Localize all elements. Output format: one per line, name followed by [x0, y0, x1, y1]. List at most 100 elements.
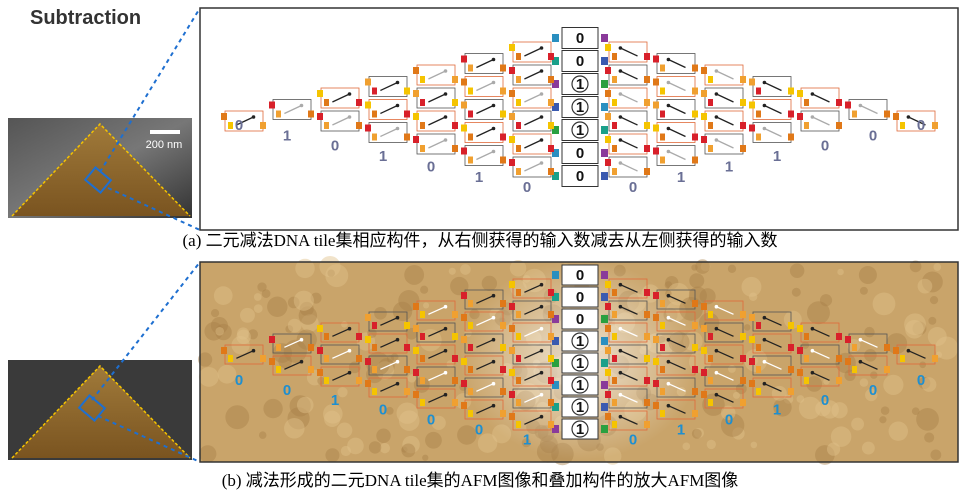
arrow-head	[619, 349, 623, 353]
sticky-end	[612, 333, 617, 340]
center-digit: 1	[576, 355, 584, 372]
sticky-end	[605, 90, 611, 97]
speckle	[347, 438, 364, 455]
sticky-end	[420, 122, 425, 129]
speckle	[254, 293, 262, 301]
speckle	[733, 392, 740, 399]
sticky-end	[308, 111, 314, 118]
speckle	[404, 265, 424, 285]
arrow-head	[619, 115, 623, 119]
sticky-end	[276, 111, 281, 118]
arrow-head	[492, 404, 496, 408]
arrow-head	[492, 338, 496, 342]
sticky-end	[660, 111, 665, 118]
sticky-end	[644, 333, 650, 340]
sticky-end	[413, 303, 419, 310]
sticky-end	[509, 159, 515, 166]
speckle	[288, 319, 302, 333]
sticky-end	[365, 358, 371, 365]
sticky-end	[797, 90, 803, 97]
arrow-head	[811, 371, 815, 375]
sticky-end	[509, 413, 515, 420]
sticky-end	[740, 377, 746, 384]
speckle	[728, 265, 736, 273]
sticky-end	[269, 336, 275, 343]
sticky-end	[413, 325, 419, 332]
sticky-end	[461, 125, 467, 132]
sticky-end	[601, 315, 608, 323]
sticky-end	[601, 103, 608, 111]
sticky-end	[548, 355, 554, 362]
sticky-end	[708, 311, 713, 318]
arrow-head	[811, 115, 815, 119]
sticky-end	[660, 300, 665, 307]
arrow-head	[619, 393, 623, 397]
sticky-end	[612, 355, 617, 362]
sticky-end	[708, 76, 713, 83]
left-digit: 0	[235, 117, 243, 134]
sticky-end	[644, 377, 650, 384]
speckle	[864, 327, 874, 337]
sticky-end	[612, 421, 617, 428]
left-digit: 0	[379, 402, 387, 419]
right-digit: 0	[821, 392, 829, 409]
sticky-end	[612, 289, 617, 296]
sticky-end	[601, 293, 608, 301]
speckle	[837, 269, 844, 276]
arrow-head	[396, 316, 400, 320]
sticky-end	[509, 281, 515, 288]
arrow-head	[763, 360, 767, 364]
sticky-end	[548, 145, 554, 152]
sticky-end	[548, 99, 554, 106]
sticky-end	[701, 90, 707, 97]
sticky-end	[644, 289, 650, 296]
sticky-end	[708, 145, 713, 152]
sticky-end	[420, 355, 425, 362]
right-digit: 1	[677, 169, 685, 186]
sticky-end	[612, 311, 617, 318]
arrow-head	[540, 327, 544, 331]
arrow-head	[715, 138, 719, 142]
sticky-end	[372, 388, 377, 395]
speckle	[741, 277, 761, 297]
sticky-end	[804, 99, 809, 106]
sticky-end	[461, 56, 467, 63]
speckle	[254, 304, 263, 313]
arrow-head	[444, 92, 448, 96]
speckle	[214, 286, 233, 305]
sticky-end	[420, 377, 425, 384]
sticky-end	[749, 79, 755, 86]
sticky-end	[468, 366, 473, 373]
sticky-end	[612, 99, 617, 106]
sticky-end	[788, 134, 794, 141]
sticky-end	[356, 355, 362, 362]
speckle	[341, 321, 348, 328]
sticky-end	[516, 145, 521, 152]
center-digit: 0	[576, 53, 584, 70]
right-digit: 1	[725, 158, 733, 175]
speckle	[928, 317, 936, 325]
sticky-end	[836, 333, 842, 340]
arrow-head	[619, 327, 623, 331]
sticky-end	[420, 145, 425, 152]
sticky-end	[653, 402, 659, 409]
sticky-end	[317, 113, 323, 120]
left-digit: 1	[283, 127, 291, 144]
speckle	[420, 286, 428, 294]
sticky-end	[660, 65, 665, 72]
speckle	[707, 440, 716, 449]
sticky-end	[548, 122, 554, 129]
arrow-head	[540, 415, 544, 419]
sticky-end	[452, 145, 458, 152]
sticky-end	[601, 126, 608, 134]
speckle	[225, 405, 249, 429]
speckle	[831, 426, 852, 447]
arrow-head	[492, 150, 496, 154]
right-digit: 0	[725, 412, 733, 429]
sticky-end	[404, 366, 410, 373]
sticky-end	[413, 369, 419, 376]
arrow-head	[763, 316, 767, 320]
sticky-end	[701, 136, 707, 143]
sticky-end	[404, 344, 410, 351]
sticky-end	[740, 122, 746, 129]
